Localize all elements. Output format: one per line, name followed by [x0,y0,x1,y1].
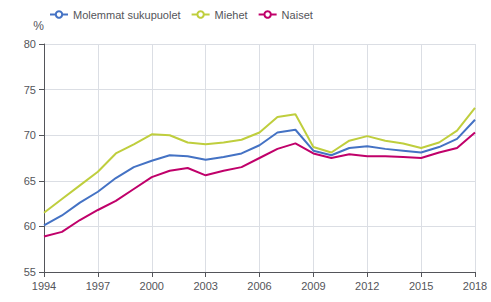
svg-text:Molemmat sukupuolet: Molemmat sukupuolet [73,9,181,21]
svg-text:2018: 2018 [463,280,487,292]
svg-text:2012: 2012 [355,280,379,292]
svg-text:Miehet: Miehet [215,9,248,21]
svg-text:2006: 2006 [247,280,271,292]
svg-text:1994: 1994 [32,280,56,292]
svg-text:55: 55 [24,266,36,278]
svg-text:2000: 2000 [140,280,164,292]
svg-text:%: % [33,19,44,33]
svg-text:2009: 2009 [301,280,325,292]
svg-text:Naiset: Naiset [282,9,313,21]
svg-text:70: 70 [24,129,36,141]
svg-text:75: 75 [24,84,36,96]
svg-text:80: 80 [24,38,36,50]
svg-text:2003: 2003 [193,280,217,292]
svg-text:60: 60 [24,220,36,232]
svg-text:2015: 2015 [409,280,433,292]
svg-text:65: 65 [24,175,36,187]
svg-text:1997: 1997 [86,280,110,292]
